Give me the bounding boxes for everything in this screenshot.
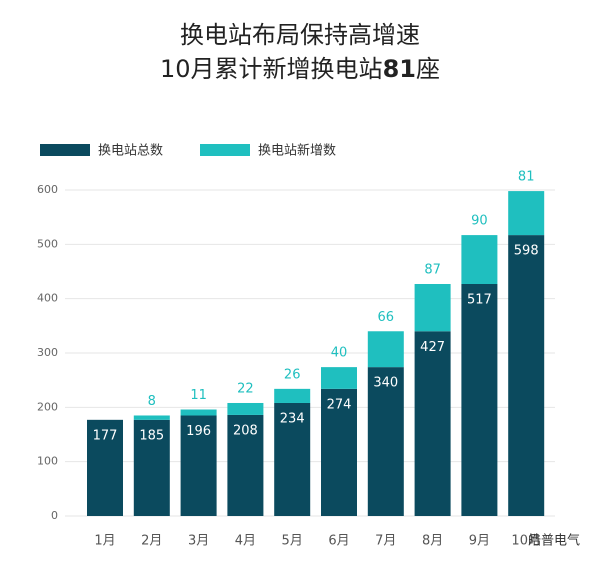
chart-title: 换电站布局保持高增速 (180, 21, 420, 49)
bar-new (461, 235, 498, 284)
x-tick-label: 4月 (235, 534, 256, 549)
bar-total (274, 402, 311, 516)
legend-swatch (40, 144, 90, 156)
bar-total (461, 283, 498, 516)
y-tick-label: 400 (37, 292, 58, 305)
title-part: 10月累计新增换电站 (160, 55, 383, 83)
bar-total (367, 367, 404, 516)
y-tick-label: 200 (37, 400, 58, 413)
legend-label: 换电站总数 (98, 144, 163, 159)
legend-swatch (200, 144, 250, 156)
value-label-new: 81 (518, 170, 535, 185)
bar-total (508, 235, 545, 516)
value-label-new: 40 (331, 346, 348, 361)
bar-new (508, 191, 545, 236)
watermark: 皓普电气 (528, 533, 580, 549)
chart-title: 10月累计新增换电站81座 (160, 55, 440, 83)
bar-new (180, 409, 217, 416)
value-label-total: 177 (93, 428, 118, 443)
value-label-new: 8 (148, 394, 156, 409)
value-label-new: 66 (378, 310, 395, 325)
value-label-total: 274 (327, 397, 352, 412)
bar-new (367, 331, 404, 368)
bar-total (321, 388, 357, 516)
bar-total (180, 415, 217, 516)
x-tick-label: 9月 (469, 534, 490, 549)
y-tick-label: 0 (51, 509, 58, 522)
value-label-total: 427 (420, 340, 445, 355)
bar-total (227, 414, 264, 516)
bar-new (227, 402, 264, 415)
value-label-new: 26 (284, 367, 301, 382)
bar-new (321, 367, 357, 389)
title-part: 座 (416, 55, 440, 83)
value-label-total: 208 (233, 423, 258, 438)
value-label-total: 196 (186, 424, 211, 439)
title-part: 81 (383, 55, 416, 83)
bar-new (414, 283, 451, 332)
bar-new (274, 388, 311, 403)
value-label-total: 598 (514, 244, 539, 259)
x-tick-label: 8月 (422, 534, 443, 549)
x-tick-label: 7月 (375, 534, 396, 549)
value-label-total: 234 (280, 411, 305, 426)
y-tick-label: 600 (37, 183, 58, 196)
y-tick-label: 500 (37, 237, 58, 250)
x-tick-label: 2月 (141, 534, 162, 549)
value-label-new: 90 (471, 214, 488, 229)
legend-label: 换电站新增数 (258, 143, 336, 159)
bar-total (87, 419, 123, 516)
value-label-total: 517 (467, 292, 492, 307)
value-label-total: 340 (373, 376, 398, 391)
y-tick-label: 100 (37, 455, 58, 468)
value-label-new: 11 (190, 388, 207, 403)
x-tick-label: 1月 (94, 534, 115, 549)
x-tick-label: 6月 (328, 534, 349, 549)
x-tick-label: 10月 (511, 534, 541, 549)
value-label-new: 87 (424, 262, 441, 277)
value-label-new: 22 (237, 381, 254, 396)
value-label-total: 185 (139, 428, 164, 443)
bar-new (133, 415, 170, 420)
bar-total (133, 419, 170, 516)
x-tick-label: 3月 (188, 534, 209, 549)
bar-total (414, 331, 451, 516)
y-tick-label: 300 (37, 346, 58, 359)
x-tick-label: 5月 (282, 534, 303, 549)
